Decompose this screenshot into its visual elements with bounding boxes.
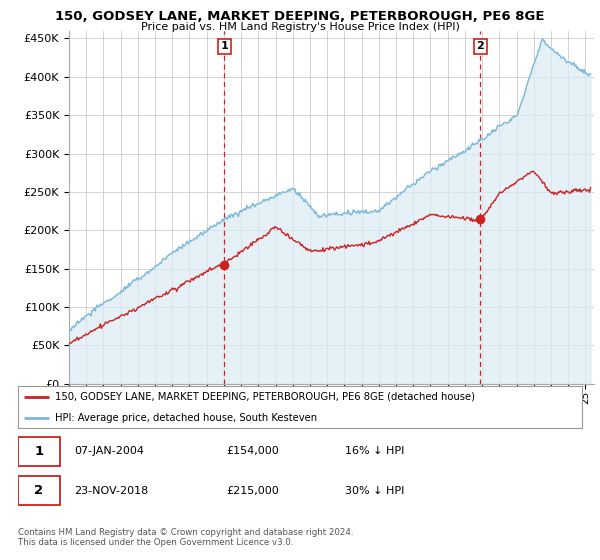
Text: 150, GODSEY LANE, MARKET DEEPING, PETERBOROUGH, PE6 8GE (detached house): 150, GODSEY LANE, MARKET DEEPING, PETERB…	[55, 392, 475, 402]
Text: £215,000: £215,000	[227, 486, 280, 496]
Text: HPI: Average price, detached house, South Kesteven: HPI: Average price, detached house, Sout…	[55, 413, 317, 423]
Text: 07-JAN-2004: 07-JAN-2004	[74, 446, 145, 456]
Text: 2: 2	[476, 41, 484, 52]
Text: 1: 1	[34, 445, 43, 458]
Text: 2: 2	[34, 484, 43, 497]
Text: 150, GODSEY LANE, MARKET DEEPING, PETERBOROUGH, PE6 8GE: 150, GODSEY LANE, MARKET DEEPING, PETERB…	[55, 10, 545, 23]
Text: Price paid vs. HM Land Registry's House Price Index (HPI): Price paid vs. HM Land Registry's House …	[140, 22, 460, 32]
Text: 1: 1	[220, 41, 228, 52]
Text: 16% ↓ HPI: 16% ↓ HPI	[345, 446, 404, 456]
Text: 23-NOV-2018: 23-NOV-2018	[74, 486, 149, 496]
Text: Contains HM Land Registry data © Crown copyright and database right 2024.
This d: Contains HM Land Registry data © Crown c…	[18, 528, 353, 547]
Text: 30% ↓ HPI: 30% ↓ HPI	[345, 486, 404, 496]
FancyBboxPatch shape	[18, 477, 60, 505]
Text: £154,000: £154,000	[227, 446, 280, 456]
FancyBboxPatch shape	[18, 437, 60, 466]
